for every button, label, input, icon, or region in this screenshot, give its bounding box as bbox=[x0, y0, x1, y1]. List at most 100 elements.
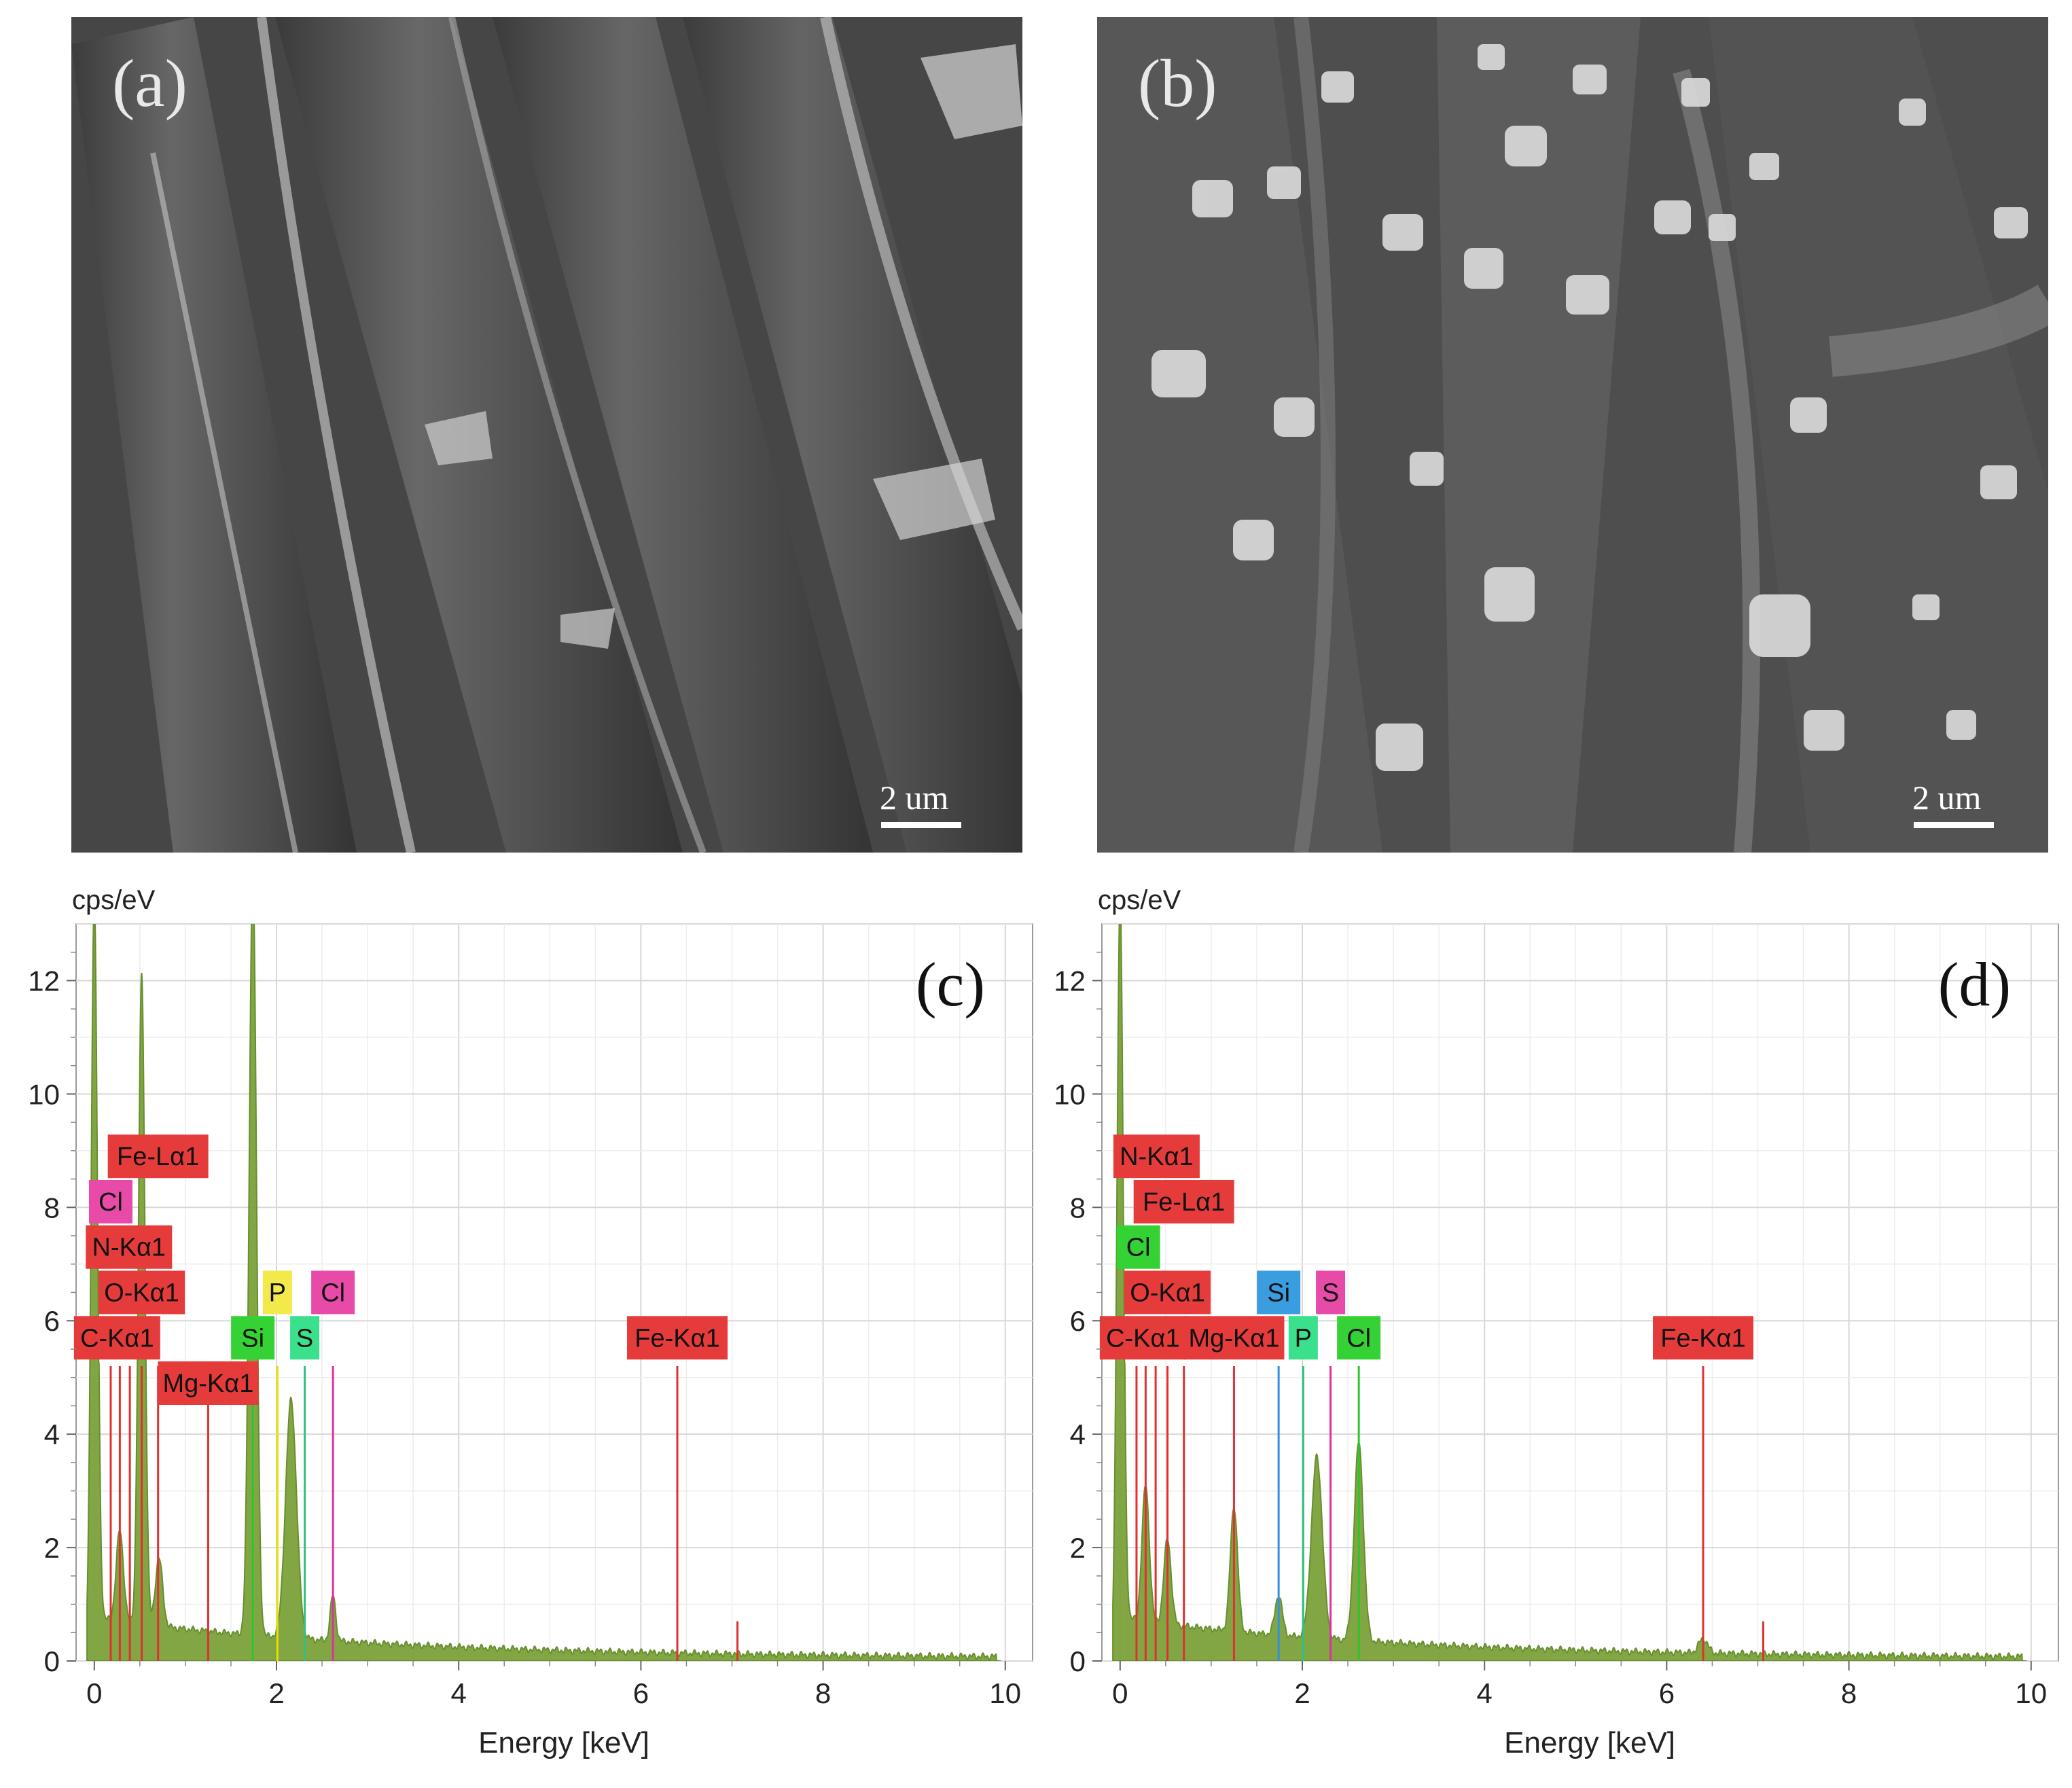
peak-tag-label: O-Kα1 bbox=[104, 1279, 179, 1308]
peak-tag-box bbox=[88, 1179, 132, 1223]
peak-tag-label: Fe-Lα1 bbox=[1143, 1188, 1225, 1217]
x-tick-label: 2 bbox=[268, 1677, 284, 1709]
x-axis-title: Energy [keV] bbox=[1504, 1726, 1675, 1759]
y-unit-label: cps/eV bbox=[72, 885, 156, 915]
peak-tag-label: Cl bbox=[321, 1279, 345, 1308]
x-tick-label: 2 bbox=[1294, 1677, 1310, 1709]
sem-image-b-texture bbox=[1097, 17, 2048, 853]
peak-tag: Si bbox=[1257, 1270, 1301, 1315]
scalebar-label-a: 2 um bbox=[880, 779, 949, 817]
peak-tag: N-Kα1 bbox=[86, 1225, 173, 1269]
peak-tag-box bbox=[627, 1316, 728, 1360]
peak-tag-box bbox=[231, 1316, 275, 1360]
eds-spectrum-d: N-Kα1 Fe-Lα1 Cl O-Kα1 Si S C-Kα1 Mg-Kα1 P Cl Fe-Kα… bbox=[1054, 885, 2059, 1759]
peak-tag-box bbox=[86, 1225, 173, 1269]
peak-tag-label: N-Kα1 bbox=[1120, 1143, 1194, 1171]
eds-spectrum-c: Fe-Lα1 Cl N-Kα1 O-Kα1 P Cl C-Kα1 Si S Fe-Kα1 Mg-Kα… bbox=[28, 885, 1033, 1759]
y-tick-label: 2 bbox=[44, 1532, 60, 1564]
peak-tag-label: P bbox=[1295, 1324, 1312, 1353]
peak-tag-box bbox=[1183, 1316, 1285, 1360]
peak-tag-label: Si bbox=[241, 1324, 264, 1353]
peak-tag-box bbox=[99, 1270, 185, 1315]
peak-tag-box bbox=[1099, 1316, 1186, 1360]
sem-image-b: (b) 2 um bbox=[1097, 17, 2048, 853]
scalebar-b bbox=[1914, 822, 1994, 828]
peak-tag-label: Fe-Kα1 bbox=[635, 1324, 719, 1353]
peak-tag: C-Kα1 bbox=[1099, 1316, 1186, 1360]
peak-tag: P bbox=[1288, 1316, 1318, 1360]
peak-tag: Fe-Lα1 bbox=[1133, 1179, 1234, 1223]
x-tick-label: 8 bbox=[815, 1677, 831, 1709]
sem-image-a: (a) 2 um bbox=[71, 17, 1022, 853]
peak-tag-label: P bbox=[269, 1279, 286, 1308]
x-tick-label: 4 bbox=[1477, 1677, 1493, 1709]
peak-tag-box bbox=[1337, 1316, 1381, 1360]
peak-tag: C-Kα1 bbox=[73, 1316, 160, 1360]
peak-tag-label: Fe-Kα1 bbox=[1660, 1324, 1745, 1353]
x-tick-label: 4 bbox=[451, 1677, 467, 1709]
plot-area bbox=[1101, 923, 2059, 1662]
peak-tag-label: C-Kα1 bbox=[1106, 1324, 1180, 1353]
y-tick-label: 10 bbox=[1054, 1078, 1086, 1110]
y-tick-label: 8 bbox=[1070, 1192, 1086, 1223]
peak-tag-box bbox=[1653, 1316, 1754, 1360]
peak-tag-box bbox=[1316, 1270, 1346, 1315]
peak-tag-box bbox=[1116, 1225, 1160, 1269]
y-tick-label: 2 bbox=[1070, 1532, 1086, 1564]
peak-tag: Cl bbox=[88, 1179, 132, 1223]
peak-tag: Fe-Kα1 bbox=[627, 1316, 728, 1360]
x-tick-label: 10 bbox=[2015, 1677, 2047, 1709]
peak-tag: Fe-Lα1 bbox=[107, 1134, 209, 1179]
peak-tag-label: O-Kα1 bbox=[1130, 1279, 1205, 1308]
y-unit-label: cps/eV bbox=[1098, 885, 1181, 915]
x-tick-label: 10 bbox=[989, 1677, 1021, 1709]
peak-tag-label: N-Kα1 bbox=[92, 1234, 166, 1262]
y-tick-label: 0 bbox=[1070, 1645, 1086, 1677]
x-tick-label: 0 bbox=[86, 1677, 102, 1709]
peak-tag-box bbox=[1133, 1179, 1234, 1223]
y-tick-label: 10 bbox=[28, 1078, 60, 1110]
y-tick-label: 4 bbox=[44, 1418, 60, 1450]
peak-tag-label: S bbox=[1322, 1279, 1339, 1308]
peak-tag-box bbox=[1288, 1316, 1318, 1360]
peak-tag: O-Kα1 bbox=[99, 1270, 185, 1315]
peak-tag: Mg-Kα1 bbox=[1183, 1316, 1285, 1360]
peak-tag-box bbox=[107, 1134, 209, 1179]
peak-tag-box bbox=[290, 1316, 320, 1360]
y-tick-label: 12 bbox=[28, 965, 60, 997]
sem-image-a-texture bbox=[71, 17, 1022, 853]
peak-tag-label: Mg-Kα1 bbox=[1188, 1324, 1279, 1353]
peak-tag: O-Kα1 bbox=[1124, 1270, 1211, 1315]
peak-tag: Cl bbox=[311, 1270, 355, 1315]
peak-tag-label: S bbox=[296, 1324, 313, 1353]
x-axis-title: Energy [keV] bbox=[478, 1726, 649, 1759]
panel-label-a: (a) bbox=[112, 46, 187, 121]
peak-tag: Si bbox=[231, 1316, 275, 1360]
scalebar-a bbox=[881, 822, 961, 828]
peak-tag-label: Cl bbox=[99, 1188, 123, 1217]
x-tick-label: 0 bbox=[1112, 1677, 1128, 1709]
y-tick-label: 8 bbox=[44, 1192, 60, 1223]
spectrum-area bbox=[86, 924, 1001, 1661]
peak-tag-box bbox=[158, 1361, 259, 1406]
peak-tag-label: Si bbox=[1267, 1279, 1290, 1308]
peak-tag-label: Cl bbox=[1126, 1234, 1151, 1262]
peak-tag-box bbox=[1257, 1270, 1301, 1315]
panel-label: (d) bbox=[1938, 950, 2011, 1019]
y-tick-label: 6 bbox=[1070, 1305, 1086, 1337]
peak-tag: Cl bbox=[1337, 1316, 1381, 1360]
peak-tag: Mg-Kα1 bbox=[158, 1361, 259, 1406]
y-tick-label: 12 bbox=[1054, 965, 1086, 997]
y-tick-label: 0 bbox=[44, 1645, 60, 1677]
peak-tag-label: Fe-Lα1 bbox=[117, 1143, 199, 1171]
peak-tag: P bbox=[262, 1270, 292, 1315]
y-tick-label: 4 bbox=[1070, 1418, 1086, 1450]
peak-tag: S bbox=[290, 1316, 320, 1360]
peak-tag-box bbox=[1124, 1270, 1211, 1315]
panel-label-b: (b) bbox=[1138, 46, 1217, 121]
plot-area bbox=[75, 923, 1033, 1662]
peak-tag-box bbox=[311, 1270, 355, 1315]
peak-tag-box bbox=[73, 1316, 160, 1360]
x-tick-label: 6 bbox=[1659, 1677, 1675, 1709]
peak-tag: S bbox=[1316, 1270, 1346, 1315]
